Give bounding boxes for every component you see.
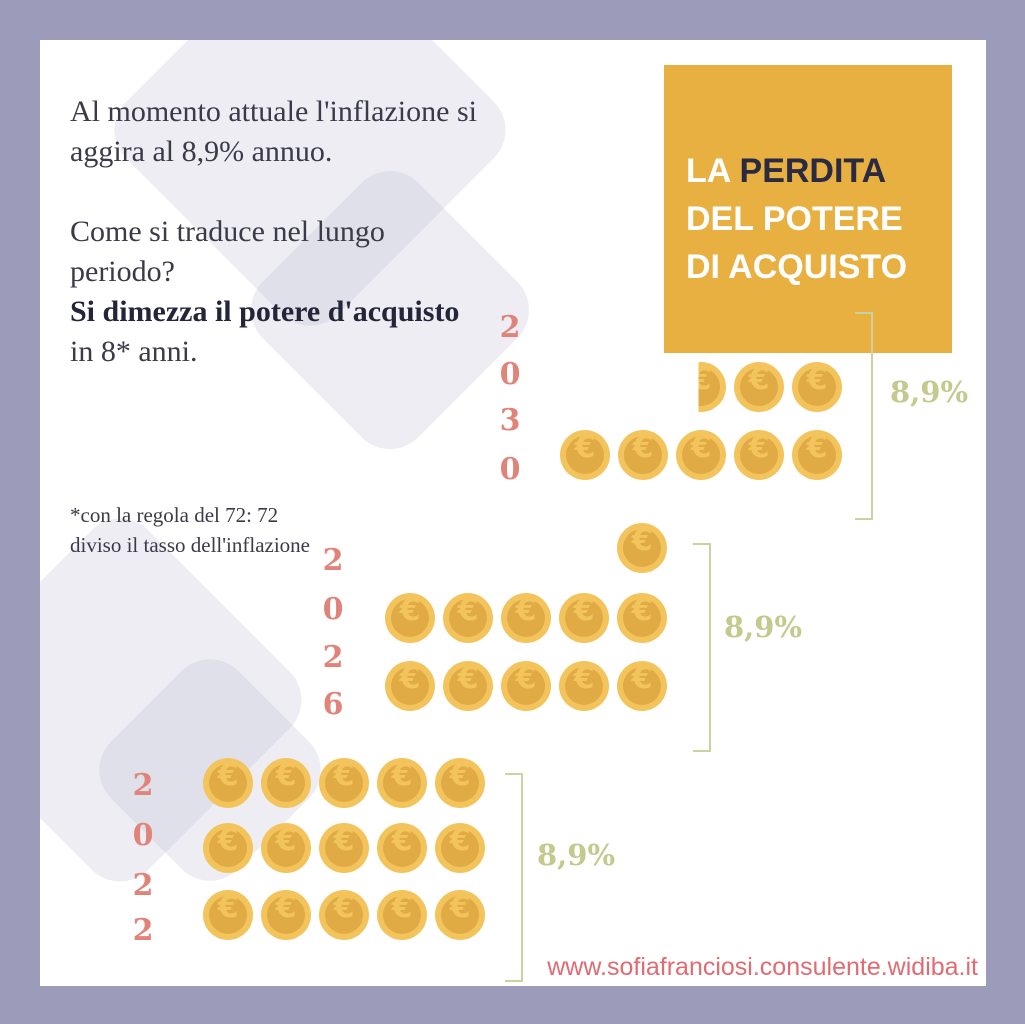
- year-digit: 0: [322, 592, 344, 627]
- euro-coin-icon: €: [385, 593, 435, 643]
- euro-coin-icon: €: [435, 890, 485, 940]
- euro-coin-icon: €: [435, 758, 485, 808]
- euro-coin-icon: €: [319, 890, 369, 940]
- website-link[interactable]: www.sofiafranciosi.consulente.widiba.it: [547, 953, 978, 981]
- euro-coin-icon: €: [698, 362, 726, 412]
- year-digit: 0: [499, 357, 521, 392]
- euro-coin-icon: €: [319, 823, 369, 873]
- euro-coin-icon: €: [676, 430, 726, 480]
- euro-coin-icon: €: [617, 661, 667, 711]
- title-rest: DEL POTERE DI ACQUISTO: [686, 200, 908, 286]
- euro-coin-icon: €: [501, 593, 551, 643]
- bracket: [693, 543, 711, 752]
- year-digit: 2: [322, 543, 344, 578]
- answer-rest: in 8* anni.: [70, 335, 198, 368]
- year-digit: 2: [132, 768, 154, 803]
- footnote: *con la regola del 72: 72 diviso il tass…: [70, 503, 310, 557]
- euro-coin-icon: €: [618, 430, 668, 480]
- bracket: [855, 312, 873, 520]
- euro-coin-icon: €: [203, 823, 253, 873]
- inflation-rate-label: 8,9%: [724, 610, 803, 644]
- euro-coin-icon: €: [319, 758, 369, 808]
- question: Come si traduce nel lungo periodo?: [70, 215, 385, 288]
- year-digit: 2: [322, 640, 344, 675]
- euro-coin-icon: €: [377, 890, 427, 940]
- euro-coin-icon: €: [443, 593, 493, 643]
- year-digit: 6: [322, 687, 344, 722]
- euro-coin-icon: €: [203, 758, 253, 808]
- euro-coin-icon: €: [203, 890, 253, 940]
- euro-coin-icon: €: [792, 362, 842, 412]
- answer: Si dimezza il potere d'acquisto in 8* an…: [70, 292, 485, 372]
- euro-coin-icon: €: [261, 823, 311, 873]
- euro-coin-icon: €: [261, 890, 311, 940]
- year-digit: 0: [499, 452, 521, 487]
- year-digit: 2: [499, 310, 521, 345]
- year-digit: 2: [132, 868, 154, 903]
- answer-bold: Si dimezza il potere d'acquisto: [70, 295, 460, 328]
- title-box: LA PERDITA DEL POTERE DI ACQUISTO: [664, 65, 952, 353]
- euro-coin-icon: €: [435, 823, 485, 873]
- intro-text: Al momento attuale l'inflazione si aggir…: [70, 92, 485, 372]
- euro-coin-icon: €: [377, 758, 427, 808]
- euro-coin-icon: €: [792, 430, 842, 480]
- year-digit: 3: [499, 403, 521, 438]
- bracket: [505, 773, 523, 982]
- euro-coin-icon: €: [501, 661, 551, 711]
- euro-coin-icon: €: [443, 661, 493, 711]
- inflation-rate-label: 8,9%: [537, 838, 616, 872]
- euro-coin-icon: €: [377, 823, 427, 873]
- euro-coin-icon: €: [734, 430, 784, 480]
- euro-coin-icon: €: [559, 593, 609, 643]
- euro-coin-icon: €: [734, 362, 784, 412]
- euro-coin-icon: €: [617, 593, 667, 643]
- euro-coin-icon: €: [560, 430, 610, 480]
- year-digit: 0: [132, 818, 154, 853]
- year-digit: 2: [132, 913, 154, 948]
- euro-coin-icon: €: [617, 523, 667, 573]
- inflation-rate-label: 8,9%: [890, 375, 969, 409]
- euro-coin-icon: €: [559, 661, 609, 711]
- inflation-statement: Al momento attuale l'inflazione si aggir…: [70, 95, 477, 168]
- title-highlight: PERDITA: [739, 152, 887, 190]
- title-pre: LA: [686, 152, 740, 190]
- euro-coin-icon: €: [261, 758, 311, 808]
- infographic-card: Al momento attuale l'inflazione si aggir…: [40, 40, 986, 986]
- euro-coin-icon: €: [385, 661, 435, 711]
